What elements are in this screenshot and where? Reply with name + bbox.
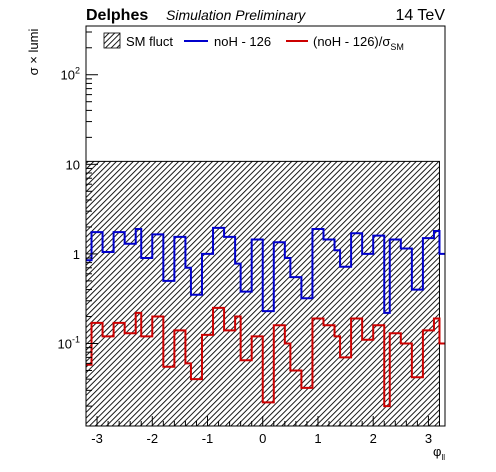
x-tick-label: 0 [259, 431, 266, 446]
series-sm-fluct [85, 160, 445, 427]
x-tick-label: 3 [425, 431, 432, 446]
x-axis-label-sub: ll [441, 453, 445, 462]
x-tick-label: -3 [91, 431, 103, 446]
legend-label-ratio-sub: SM [390, 42, 404, 52]
x-tick-label: -1 [202, 431, 214, 446]
x-axis-label: φll [433, 444, 445, 462]
x-tick-label: 2 [370, 431, 377, 446]
y-axis-label: σ × lumi [26, 29, 41, 76]
plot-frame [85, 25, 446, 427]
y-tick-label: 10 [66, 157, 80, 172]
series-ratio [86, 306, 445, 408]
legend-label-ratio-main: (noH - 126)/σ [313, 34, 390, 49]
histogram-series-group [85, 160, 445, 427]
legend-label-ratio: (noH - 126)/σSM [313, 34, 404, 52]
series-noh-126 [86, 226, 445, 314]
status-label: Simulation Preliminary [166, 7, 306, 23]
axis-ticks-group: -3 -2 -1 0 1 2 3 10-1 1 10 102 [58, 31, 440, 446]
experiment-label: Delphes [86, 7, 148, 24]
x-tick-label: -2 [146, 431, 158, 446]
x-axis-label-main: φ [433, 444, 441, 459]
legend-label-noh: noH - 126 [214, 34, 271, 49]
energy-label: 14 TeV [395, 7, 445, 24]
y-tick-label: 10-1 [58, 335, 80, 352]
legend-label-sm-fluct: SM fluct [126, 34, 173, 49]
x-tick-label: 1 [314, 431, 321, 446]
legend: SM fluct noH - 126 (noH - 126)/σSM [103, 32, 404, 52]
legend-swatch-sm-fluct [103, 32, 121, 49]
y-tick-label: 102 [61, 66, 80, 83]
y-tick-label: 1 [73, 247, 80, 262]
